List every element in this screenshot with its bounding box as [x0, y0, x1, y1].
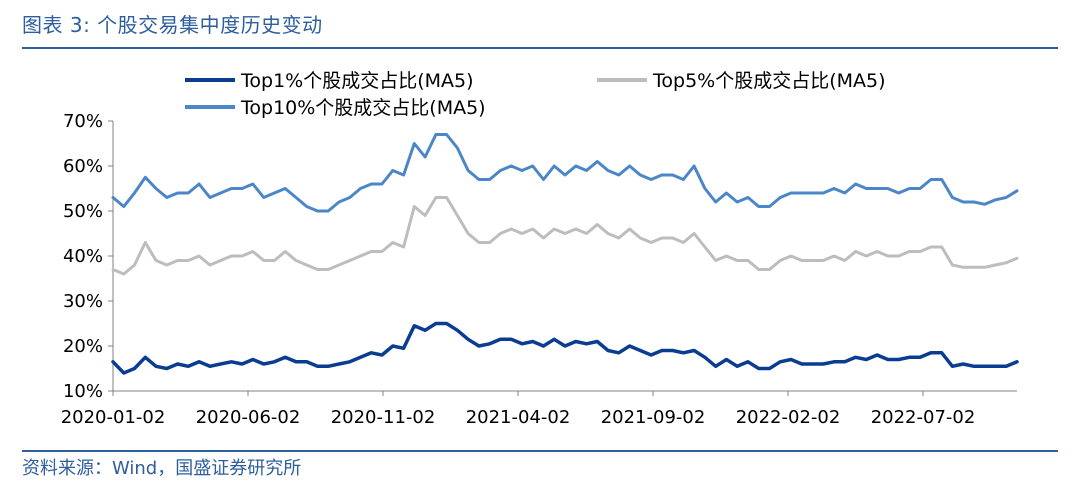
- source-divider: [22, 450, 1058, 452]
- y-tick-label: 10%: [63, 381, 103, 402]
- series-line-top5: [111, 196, 1019, 276]
- x-tick-label: 2021-09-02: [601, 407, 706, 428]
- title-divider: [22, 47, 1058, 49]
- source-note: 资料来源：Wind，国盛证券研究所: [22, 458, 302, 479]
- y-tick-label: 20%: [63, 336, 103, 357]
- x-tick-label: 2022-07-02: [871, 407, 976, 428]
- series-line-top10: [111, 133, 1019, 213]
- y-tick-label: 40%: [63, 246, 103, 267]
- legend-label-top10: Top10%个股成交占比(MA5): [240, 97, 486, 119]
- legend-label-top1: Top1%个股成交占比(MA5): [240, 70, 474, 92]
- y-tick-label: 60%: [63, 156, 103, 177]
- x-tick-label: 2022-02-02: [736, 407, 841, 428]
- y-tick-label: 50%: [63, 201, 103, 222]
- legend-label-top5: Top5%个股成交占比(MA5): [652, 70, 886, 92]
- series-line-top1: [111, 321, 1019, 375]
- x-tick-label: 2020-11-02: [331, 407, 436, 428]
- y-tick-label: 70%: [63, 111, 103, 132]
- x-tick-label: 2021-04-02: [466, 407, 571, 428]
- y-tick-label: 30%: [63, 291, 103, 312]
- chart-title: 图表 3: 个股交易集中度历史变动: [22, 13, 323, 37]
- x-tick-label: 2020-06-02: [196, 407, 301, 428]
- x-tick-label: 2020-01-02: [61, 407, 166, 428]
- legend: Top1%个股成交占比(MA5) Top5%个股成交占比(MA5) Top10%…: [185, 70, 886, 119]
